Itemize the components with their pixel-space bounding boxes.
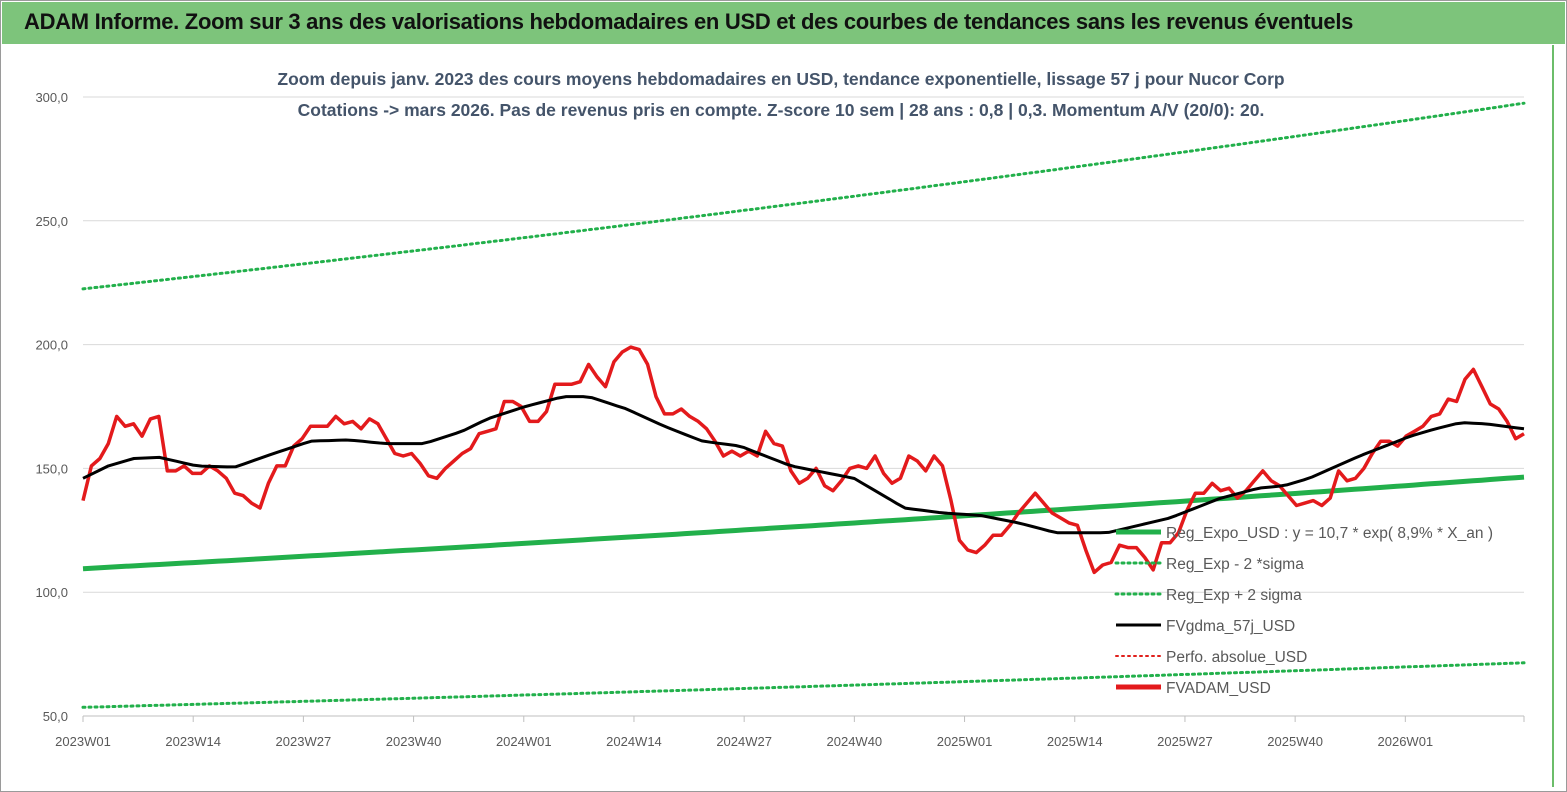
x-tick-label: 2024W27 bbox=[716, 734, 772, 749]
legend-label: FVgdma_57j_USD bbox=[1166, 618, 1295, 635]
series-fvgdma-57j-usd bbox=[82, 395, 1525, 535]
legend-label: FVADAM_USD bbox=[1166, 680, 1271, 697]
x-tick-label: 2024W40 bbox=[827, 734, 883, 749]
y-tick-label: 300,0 bbox=[35, 90, 68, 105]
legend-label: Perfo. absolue_USD bbox=[1166, 649, 1307, 666]
legend: Reg_Expo_USD : y = 10,7 * exp( 8,9% * X_… bbox=[1114, 525, 1493, 697]
x-tick-label: 2023W40 bbox=[386, 734, 442, 749]
chart-title: Zoom depuis janv. 2023 des cours moyens … bbox=[277, 69, 1284, 120]
chart-title-line-2: Cotations -> mars 2026. Pas de revenus p… bbox=[298, 100, 1265, 120]
x-tick-label: 2023W14 bbox=[165, 734, 221, 749]
x-tick-label: 2026W01 bbox=[1378, 734, 1434, 749]
report-banner: ADAM Informe. Zoom sur 3 ans des valoris… bbox=[2, 2, 1565, 44]
series-reg-expo-usd bbox=[82, 474, 1525, 572]
report-banner-title: ADAM Informe. Zoom sur 3 ans des valoris… bbox=[24, 9, 1354, 34]
series-reg-exp-minus-2sigma bbox=[81, 661, 1526, 709]
x-tick-label: 2025W27 bbox=[1157, 734, 1213, 749]
legend-label: Reg_Exp - 2 *sigma bbox=[1166, 556, 1304, 573]
x-tick-label: 2025W14 bbox=[1047, 734, 1103, 749]
series-reg-exp-plus-2sigma bbox=[81, 101, 1526, 291]
y-tick-label: 50,0 bbox=[43, 709, 68, 724]
legend-label: Reg_Expo_USD : y = 10,7 * exp( 8,9% * X_… bbox=[1166, 525, 1493, 542]
right-border-accent bbox=[1552, 45, 1554, 787]
x-tick-label: 2024W01 bbox=[496, 734, 552, 749]
gridlines bbox=[83, 96, 1524, 593]
x-tick-label: 2024W14 bbox=[606, 734, 662, 749]
y-tick-label: 150,0 bbox=[35, 461, 68, 476]
y-tick-label: 200,0 bbox=[35, 338, 68, 353]
chart-title-line-1: Zoom depuis janv. 2023 des cours moyens … bbox=[277, 69, 1284, 89]
legend-label: Reg_Exp + 2 sigma bbox=[1166, 587, 1302, 604]
x-tick-label: 2025W01 bbox=[937, 734, 993, 749]
y-tick-label: 250,0 bbox=[35, 214, 68, 229]
x-tick-label: 2025W40 bbox=[1267, 734, 1323, 749]
data-series bbox=[81, 101, 1526, 709]
x-tick-label: 2023W01 bbox=[55, 734, 111, 749]
y-tick-label: 100,0 bbox=[35, 585, 68, 600]
series-fvadam-usd bbox=[81, 345, 1525, 575]
axes: 50,0 100,0 150,0 200,0 250,0 300,0 2023W01 2023… bbox=[35, 90, 1525, 749]
x-tick-label: 2023W27 bbox=[276, 734, 332, 749]
